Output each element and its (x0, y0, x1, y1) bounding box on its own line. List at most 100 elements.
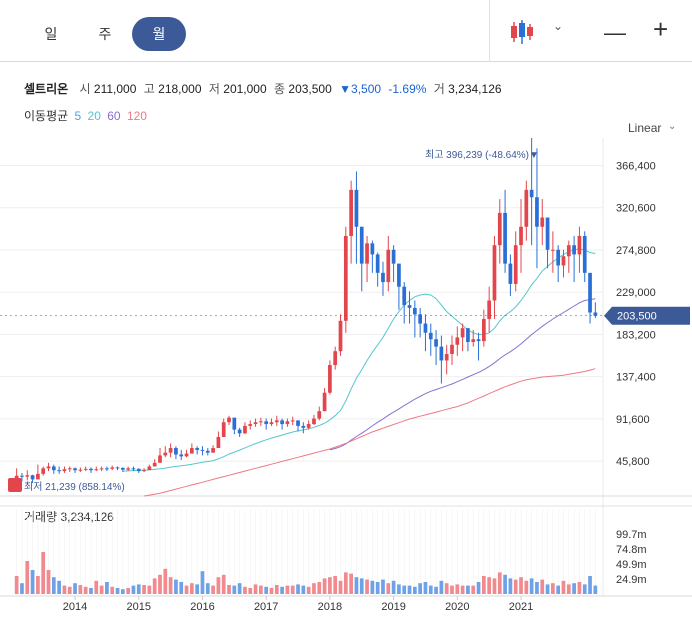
candle-body (328, 365, 332, 393)
candle-body (89, 468, 93, 471)
volume-bar (14, 576, 19, 594)
candle-body (508, 263, 513, 284)
candle-body (386, 249, 391, 283)
volume-bar (301, 585, 306, 594)
current-price-label: 203,500 (617, 311, 657, 323)
volume-bar (57, 580, 61, 594)
candle-body (189, 448, 194, 454)
candle-body (46, 466, 51, 469)
volume-bar (524, 580, 529, 594)
volume-bar (338, 580, 343, 594)
zoom-out-button[interactable]: — (604, 20, 626, 45)
volume-bar (25, 561, 30, 594)
candle-body (349, 189, 353, 236)
volume-bar (535, 582, 539, 594)
candle-body (492, 245, 497, 301)
tab-day[interactable]: 일 (44, 26, 58, 42)
candle-body (62, 469, 67, 472)
volume-bar (503, 574, 507, 594)
candle-body (30, 475, 35, 480)
down-arrow-icon: ▼ (339, 82, 352, 96)
candle-body (306, 424, 311, 428)
volume-bar (551, 583, 555, 594)
candle-body (582, 235, 587, 273)
close-label: 종 (274, 82, 286, 96)
candle-body (142, 470, 146, 472)
candle-body (163, 452, 168, 456)
high-value: 218,000 (158, 82, 202, 96)
volume-bar (481, 576, 486, 594)
candle-body (264, 421, 269, 425)
x-tick-label: 2018 (318, 601, 342, 613)
chevron-down-icon[interactable]: ⌄ (553, 19, 564, 33)
candle-body (402, 286, 407, 306)
volume-bar (492, 578, 497, 594)
volume-bar (195, 584, 200, 594)
candle-body (25, 475, 30, 477)
ma-120[interactable]: 120 (126, 109, 147, 123)
volume-bar (99, 585, 104, 594)
candle-body (561, 256, 566, 266)
candle-body (529, 189, 534, 198)
volume-bar (253, 584, 258, 594)
ma-20[interactable]: 20 (87, 109, 101, 123)
volume-bar (20, 583, 24, 594)
zoom-in-button[interactable]: + (653, 14, 669, 44)
candle-body (317, 411, 322, 419)
volume-bar (168, 577, 173, 594)
tab-week[interactable]: 주 (98, 26, 112, 42)
candle-body (131, 468, 136, 470)
candle-body (428, 332, 433, 340)
candle-body (147, 466, 152, 471)
candle-body (312, 418, 316, 425)
volume-bar (211, 585, 215, 594)
candlestick-icon[interactable] (506, 17, 536, 47)
volume-bar (152, 578, 157, 594)
chevron-down-icon[interactable]: ⌄ (668, 121, 677, 132)
volume-bar (460, 585, 465, 594)
scale-selector[interactable]: Linear (628, 121, 662, 135)
all-time-high-annotation: 최고 396,239 (-48.64%)▼ (425, 149, 539, 161)
candle-body (423, 323, 428, 333)
candle-body (370, 243, 375, 255)
y-tick-label: 45,800 (616, 456, 650, 468)
volume-bar (131, 585, 136, 594)
candle-body (524, 189, 529, 227)
ma-5[interactable]: 5 (74, 109, 82, 123)
candle-body (545, 217, 550, 250)
ma20-line (122, 248, 596, 472)
candle-body (359, 226, 364, 264)
volume-title: 거래량 3,234,126 (24, 510, 114, 524)
candle-body (184, 453, 189, 457)
tab-month[interactable]: 월 (132, 17, 186, 51)
candle-body (290, 420, 295, 422)
candle-body (577, 235, 582, 255)
volume-bar (444, 583, 449, 594)
x-tick-label: 2016 (190, 601, 214, 613)
candle-body (237, 429, 242, 434)
volume-bar (200, 571, 205, 594)
volume-bar (105, 582, 109, 594)
volume-bar (147, 585, 152, 594)
candle-body (195, 448, 200, 450)
volume-bar (375, 582, 380, 594)
volume-bar (51, 577, 56, 594)
candle-body (211, 448, 215, 453)
volume-bar (391, 580, 396, 594)
volume-bar (418, 583, 423, 594)
candle-body (280, 420, 284, 425)
candle-body (41, 468, 46, 474)
candle-body (243, 425, 247, 434)
y-tick-label: 274,800 (616, 245, 656, 257)
current-price-tag (604, 306, 690, 325)
candle-body (572, 245, 576, 255)
ma-60[interactable]: 60 (107, 109, 121, 123)
candle-body (381, 272, 385, 283)
candle-body (391, 249, 396, 264)
candle-body (216, 436, 221, 449)
candle-body (535, 197, 539, 227)
volume-bar (269, 588, 274, 594)
candle-body (253, 422, 258, 425)
volume-bar (227, 585, 231, 594)
